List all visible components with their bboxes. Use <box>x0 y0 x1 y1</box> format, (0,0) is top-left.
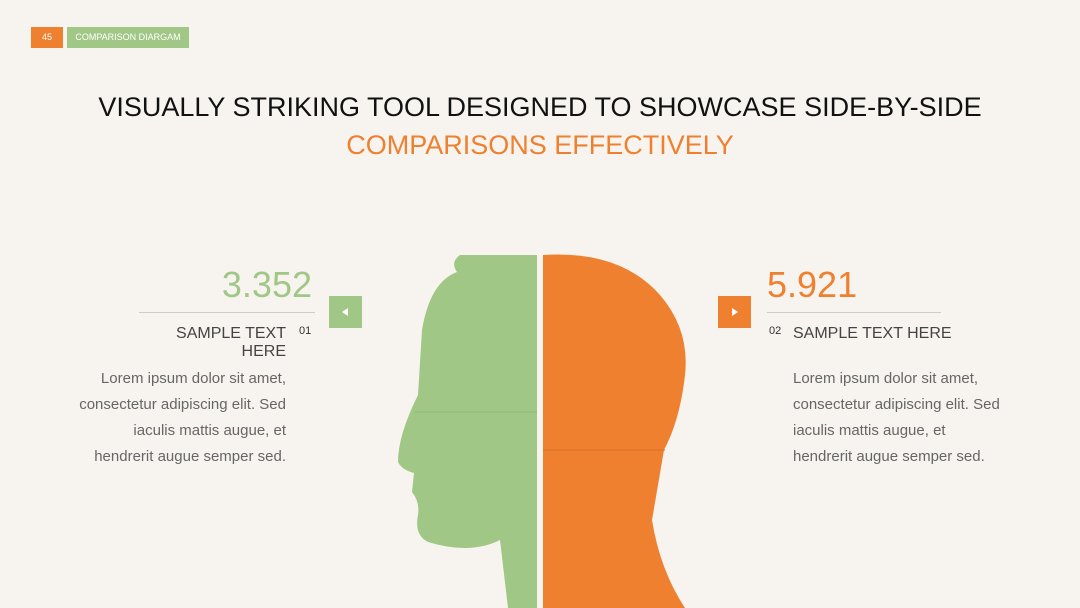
left-number: 01 <box>299 325 312 337</box>
right-number: 02 <box>769 325 782 337</box>
arrow-icon <box>732 308 738 316</box>
title-highlight: COMPARISONS EFFECTIVELY <box>346 130 734 160</box>
arrow-icon <box>342 308 348 316</box>
page-number: 45 <box>31 27 63 48</box>
body-line: consectetur adipiscing elit. Sed <box>793 396 1000 413</box>
body-line: Lorem ipsum dolor sit amet, <box>793 370 979 387</box>
body-line: hendrerit augue semper sed. <box>793 448 985 465</box>
right-heading: SAMPLE TEXT HERE <box>793 325 952 342</box>
head-right <box>543 254 686 608</box>
title-main: VISUALLY STRIKING TOOL DESIGNED TO SHOWC… <box>98 92 982 122</box>
body-line: iaculis mattis augue, et <box>133 422 286 439</box>
body-line: consectetur adipiscing elit. Sed <box>79 396 286 413</box>
right-body: Lorem ipsum dolor sit amet, consectetur a… <box>793 366 1053 470</box>
left-body: Lorem ipsum dolor sit amet, consectetur a… <box>40 366 286 470</box>
body-line: iaculis mattis augue, et <box>793 422 946 439</box>
rule <box>139 312 315 313</box>
right-value: 5.921 <box>767 264 858 305</box>
rule <box>767 312 941 313</box>
left-value: 3.352 <box>221 264 312 305</box>
body-line: hendrerit augue semper sed. <box>94 448 286 465</box>
body-line: Lorem ipsum dolor sit amet, <box>100 370 286 387</box>
title: VISUALLY STRIKING TOOL DESIGNED TO SHOWC… <box>90 88 990 164</box>
left-heading: SAMPLE TEXT HERE <box>176 325 286 360</box>
head-left <box>398 255 537 608</box>
slide-label: COMPARISON DIARGAM <box>67 27 189 48</box>
